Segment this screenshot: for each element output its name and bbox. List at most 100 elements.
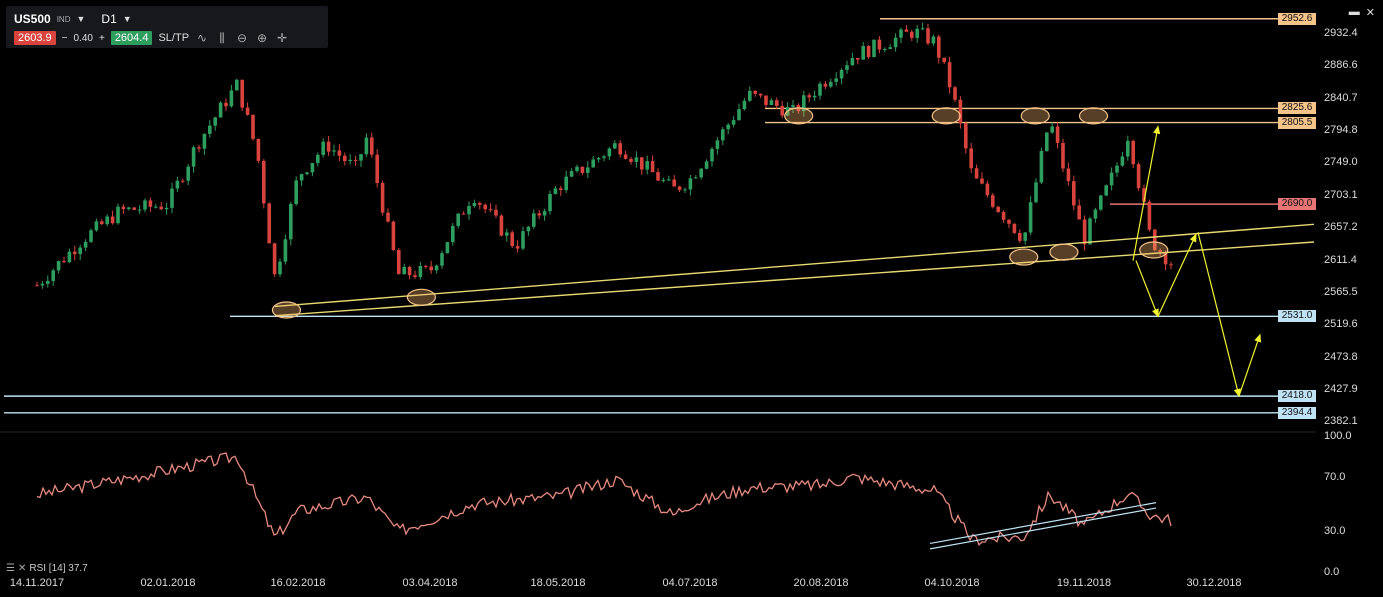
candle-body: [980, 178, 984, 184]
candle-body: [235, 79, 239, 91]
candle-body: [505, 232, 509, 236]
candle-body: [283, 239, 288, 262]
candle-body: [51, 270, 55, 281]
candle-body: [634, 157, 639, 162]
candle-body: [148, 200, 153, 207]
remove-indicator-icon[interactable]: ✕: [17, 563, 27, 574]
candle-body: [791, 105, 795, 108]
candle-body: [256, 138, 261, 161]
candle-body: [920, 28, 925, 30]
y-tick-label: 2703.1: [1324, 188, 1358, 201]
y-tick-label: 2886.6: [1324, 59, 1358, 72]
candle-body: [170, 188, 174, 208]
line-chart-icon[interactable]: ∿: [197, 31, 208, 45]
candle-body: [1018, 232, 1022, 241]
candle-body: [758, 93, 763, 96]
candle-body: [974, 168, 979, 179]
candle-body: [175, 180, 180, 189]
rsi-trend-line-upper: [929, 502, 1157, 545]
candle-body: [964, 123, 968, 149]
candle-body: [488, 209, 493, 211]
trend-channel-lower: [274, 241, 1315, 317]
candle-body: [1045, 132, 1049, 151]
level-label-2825.6: 2825.6: [1278, 102, 1316, 115]
ask-price-button[interactable]: 2604.4: [110, 31, 153, 45]
zoom-out-icon[interactable]: ⊖: [237, 31, 248, 45]
candle-body: [937, 36, 941, 58]
trend-channel-upper: [274, 223, 1315, 308]
candle-body: [850, 58, 855, 66]
rsi-line: [36, 452, 1172, 546]
candle-body: [812, 95, 817, 98]
candle-body: [1115, 165, 1119, 173]
menu-icon[interactable]: ☰: [6, 563, 15, 574]
candle-body: [640, 157, 644, 170]
zoom-in-icon[interactable]: ⊕: [257, 31, 268, 45]
candle-body: [926, 28, 930, 44]
symbol-dropdown-icon[interactable]: ▼: [76, 14, 86, 24]
candle-body: [769, 100, 774, 105]
level-label-2805.5: 2805.5: [1278, 116, 1316, 129]
candle-body: [564, 176, 568, 191]
timeframe-selector[interactable]: D1: [101, 12, 117, 26]
candle-body: [942, 57, 946, 63]
minimize-icon[interactable]: ▬: [1348, 6, 1360, 18]
y-tick-label: 2565.5: [1324, 286, 1358, 298]
candle-body: [510, 232, 514, 247]
candle-body: [353, 159, 358, 161]
candle-body: [440, 253, 444, 266]
candle-body: [310, 162, 315, 173]
candle-body: [802, 95, 806, 112]
candle-body: [629, 158, 633, 162]
candle-body: [526, 226, 531, 232]
candle-body: [424, 265, 428, 267]
crosshair-icon[interactable]: ✛: [277, 31, 288, 45]
candle-body: [1077, 205, 1081, 220]
candle-body: [348, 159, 352, 162]
y-tick-label: 2519.6: [1324, 318, 1358, 331]
candle-body: [958, 99, 963, 124]
candle-body: [429, 266, 433, 271]
candle-body: [586, 167, 590, 173]
close-icon[interactable]: ✕: [1365, 7, 1375, 19]
candle-body: [1136, 164, 1141, 189]
candle-body: [332, 150, 336, 152]
candle-body: [748, 90, 752, 101]
candle-body: [1007, 219, 1011, 224]
candles-icon[interactable]: ⫼: [219, 30, 225, 45]
candle-body: [580, 166, 585, 173]
candle-body: [985, 183, 990, 196]
y-tick-label: 2382.1: [1324, 415, 1358, 428]
candle-body: [105, 216, 109, 225]
bid-price-button[interactable]: 2603.9: [14, 31, 56, 45]
candle-body: [343, 155, 347, 162]
sltp-button[interactable]: SL/TP: [158, 32, 190, 44]
candle-body: [667, 179, 671, 181]
touch-point-ellipse: [1139, 241, 1169, 259]
candle-body: [591, 159, 595, 168]
candle-body: [413, 275, 417, 278]
touch-point-ellipse: [1049, 243, 1079, 261]
candle-body: [305, 172, 309, 175]
candle-body: [240, 79, 244, 108]
touch-point-ellipse: [784, 107, 814, 125]
candle-body: [294, 180, 298, 205]
candle-body: [1023, 232, 1027, 241]
candle-body: [375, 154, 379, 183]
candle-body: [407, 266, 412, 276]
candle-body: [807, 95, 811, 98]
y-tick-label: 2932.4: [1324, 27, 1358, 39]
timeframe-dropdown-icon[interactable]: ▼: [122, 14, 132, 24]
candle-body: [1061, 142, 1065, 169]
level-label-2394.4: 2394.4: [1278, 406, 1316, 419]
candle-body: [726, 124, 730, 130]
candle-body: [370, 137, 374, 155]
candle-body: [931, 36, 936, 44]
candle-body: [100, 221, 104, 225]
candle-body: [299, 174, 304, 181]
candle-body: [1088, 218, 1092, 245]
candle-body: [861, 46, 865, 60]
symbol-name[interactable]: US500: [14, 12, 51, 26]
candle-body: [89, 230, 93, 242]
